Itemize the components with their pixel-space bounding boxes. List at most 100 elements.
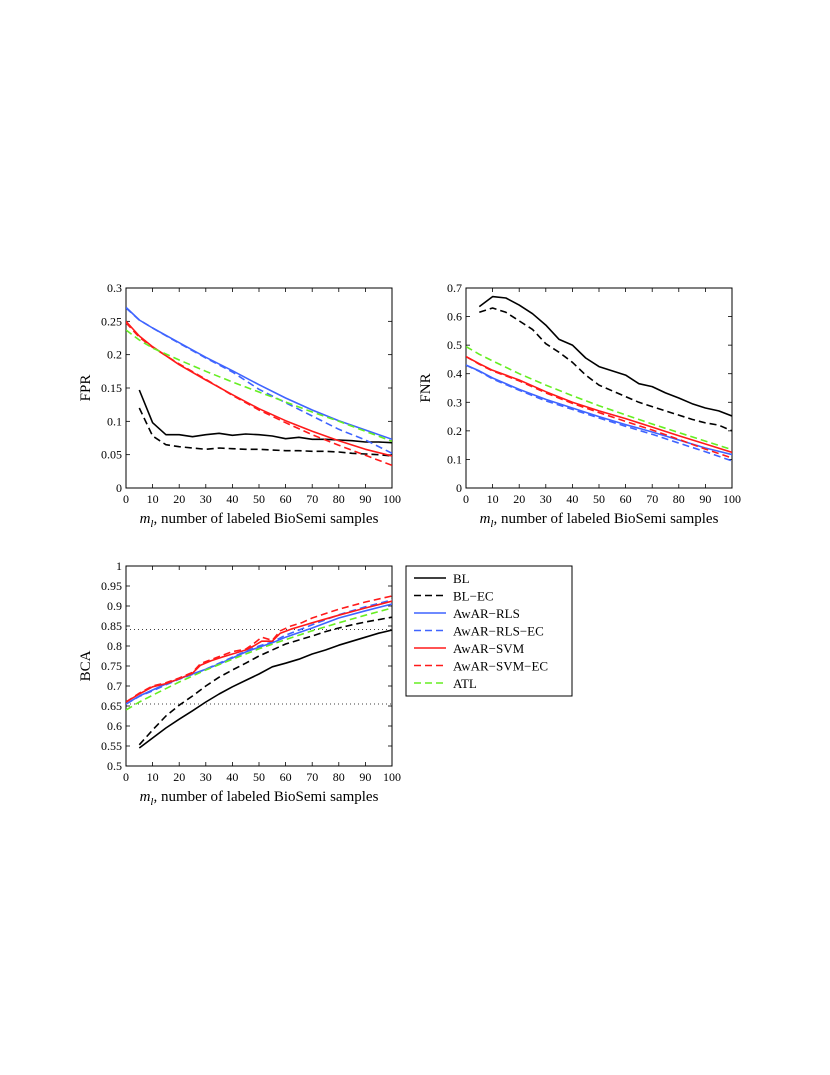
legend: BL BL−EC AwAR−RLS AwAR−RLS−EC AwAR−SVM AwAR−S… <box>405 565 573 697</box>
fpr-x-tick-label: 90 <box>359 492 371 506</box>
fnr-y-axis-label: FNR <box>418 373 434 402</box>
fpr-x-tick-label: 60 <box>280 492 292 506</box>
legend-label-bl: BL <box>453 571 470 586</box>
fnr-y-tick-label: 0.1 <box>447 452 462 466</box>
bca-y-tick-label: 0.75 <box>101 659 122 673</box>
fnr-y-tick-label: 0.6 <box>447 310 462 324</box>
bca-y-tick-label: 1 <box>116 559 122 573</box>
fnr-x-tick-label: 50 <box>593 492 605 506</box>
bca-y-tick-label: 0.7 <box>107 679 122 693</box>
fpr-series-bl-ec <box>138 407 392 457</box>
fnr-x-axis-var: m <box>480 511 491 527</box>
fpr-x-tick-label: 70 <box>306 492 318 506</box>
fpr-x-tick-label: 30 <box>200 492 212 506</box>
bca-x-tick-label: 30 <box>200 770 212 784</box>
bca-x-tick-label: 50 <box>253 770 265 784</box>
bca-y-tick-label: 0.55 <box>101 739 122 753</box>
legend-box <box>405 565 573 697</box>
bca-x-axis-label: ml, number of labeled BioSemi samples <box>140 789 379 808</box>
fnr-y-tick-label: 0 <box>456 481 462 495</box>
bca-y-tick-label: 0.6 <box>107 719 122 733</box>
fnr-x-tick-label: 60 <box>620 492 632 506</box>
fnr-series-awar-svm-ec <box>466 355 732 459</box>
bca-series-bl <box>138 629 392 749</box>
fnr-series-bl-ec <box>479 307 732 432</box>
fpr-series-awar-rls-ec <box>126 307 392 455</box>
legend-label-awar-rls-ec: AwAR−RLS−EC <box>453 624 544 639</box>
fpr-x-tick-label: 80 <box>333 492 345 506</box>
fnr-chart: 0 10 20 30 40 50 60 70 80 90 100 0 0.1 0.2 0.3 0.4 0.5 0.… <box>418 281 741 530</box>
fnr-x-tick-label: 20 <box>513 492 525 506</box>
fpr-x-tick-label: 50 <box>253 492 265 506</box>
bca-x-tick-label: 100 <box>383 770 401 784</box>
fnr-series-bl <box>478 295 732 417</box>
bca-series-awar-svm-ec <box>126 595 392 703</box>
fpr-x-axis-text: , number of labeled BioSemi samples <box>153 511 378 527</box>
fpr-y-axis-label: FPR <box>78 375 94 402</box>
fnr-x-tick-label: 70 <box>646 492 658 506</box>
bca-y-axis-label: BCA <box>78 650 94 681</box>
fpr-y-tick-label: 0.3 <box>107 281 122 295</box>
fnr-x-axis-label: ml, number of labeled BioSemi samples <box>480 511 719 530</box>
fnr-x-tick-label: 10 <box>487 492 499 506</box>
fnr-y-tick-label: 0.7 <box>447 281 462 295</box>
fnr-y-tick-label: 0.5 <box>447 338 462 352</box>
fnr-y-tick-label: 0.3 <box>447 395 462 409</box>
fnr-series-group <box>466 295 732 462</box>
fnr-x-tick-label: 30 <box>540 492 552 506</box>
bca-x-tick-label: 10 <box>147 770 159 784</box>
legend-label-awar-svm-ec: AwAR−SVM−EC <box>453 659 548 674</box>
fnr-series-awar-rls-ec <box>466 364 732 462</box>
fnr-x-tick-label: 0 <box>463 492 469 506</box>
fnr-plot-area <box>465 287 733 489</box>
fpr-series-awar-rls <box>126 306 392 441</box>
bca-y-tick-label: 0.95 <box>101 579 122 593</box>
fpr-series-group <box>126 306 392 467</box>
fpr-y-tick-label: 0.15 <box>101 381 122 395</box>
legend-label-bl-ec: BL−EC <box>453 589 494 604</box>
fpr-plot-area <box>125 287 393 489</box>
bca-x-tick-label: 0 <box>123 770 129 784</box>
fnr-x-tick-label: 40 <box>566 492 578 506</box>
bca-x-tick-label: 60 <box>280 770 292 784</box>
fnr-y-tick-label: 0.4 <box>447 367 462 381</box>
bca-plot-area <box>125 565 393 767</box>
bca-y-tick-label: 0.9 <box>107 599 122 613</box>
fpr-chart: 0 10 20 30 40 50 60 70 80 90 100 0 0.05 0.1 0.15 0.2 0.2… <box>78 281 401 530</box>
bca-series-awar-rls-ec <box>126 599 392 705</box>
fpr-y-tick-label: 0.25 <box>101 314 122 328</box>
fpr-series-awar-svm-ec <box>126 322 392 467</box>
fpr-x-tick-label: 100 <box>383 492 401 506</box>
fpr-x-axis-var: m <box>140 511 151 527</box>
fnr-x-tick-label: 90 <box>699 492 711 506</box>
fpr-x-tick-label: 40 <box>226 492 238 506</box>
fpr-x-tick-label: 10 <box>147 492 159 506</box>
bca-y-tick-label: 0.8 <box>107 639 122 653</box>
fpr-x-tick-label: 20 <box>173 492 185 506</box>
fpr-y-tick-label: 0.1 <box>107 414 122 428</box>
legend-label-awar-rls: AwAR−RLS <box>453 606 520 621</box>
bca-series-awar-svm <box>126 600 392 703</box>
fpr-x-axis-label: ml, number of labeled BioSemi samples <box>140 511 379 530</box>
bca-x-tick-label: 90 <box>359 770 371 784</box>
bca-chart: 0 10 20 30 40 50 60 70 80 90 100 0.5 0.55 0.6 0.65 0.7 0… <box>78 559 401 808</box>
bca-series-group <box>126 595 392 749</box>
bca-x-tick-label: 20 <box>173 770 185 784</box>
fnr-series-atl <box>466 345 732 451</box>
fnr-x-axis-text: , number of labeled BioSemi samples <box>493 511 718 527</box>
bca-x-tick-label: 40 <box>226 770 238 784</box>
fpr-series-bl <box>138 389 392 444</box>
fpr-series-atl <box>126 329 392 443</box>
bca-x-axis-text: , number of labeled BioSemi samples <box>153 789 378 805</box>
legend-label-awar-svm: AwAR−SVM <box>453 641 525 656</box>
fpr-y-tick-label: 0.05 <box>101 448 122 462</box>
fnr-y-tick-label: 0.2 <box>447 424 462 438</box>
bca-y-tick-label: 0.85 <box>101 619 122 633</box>
fpr-x-axis-sub: l <box>150 518 153 530</box>
fpr-y-tick-label: 0.2 <box>107 348 122 362</box>
bca-x-tick-label: 70 <box>306 770 318 784</box>
bca-series-atl <box>126 607 392 711</box>
bca-y-tick-label: 0.65 <box>101 699 122 713</box>
bca-x-axis-var: m <box>140 789 151 805</box>
